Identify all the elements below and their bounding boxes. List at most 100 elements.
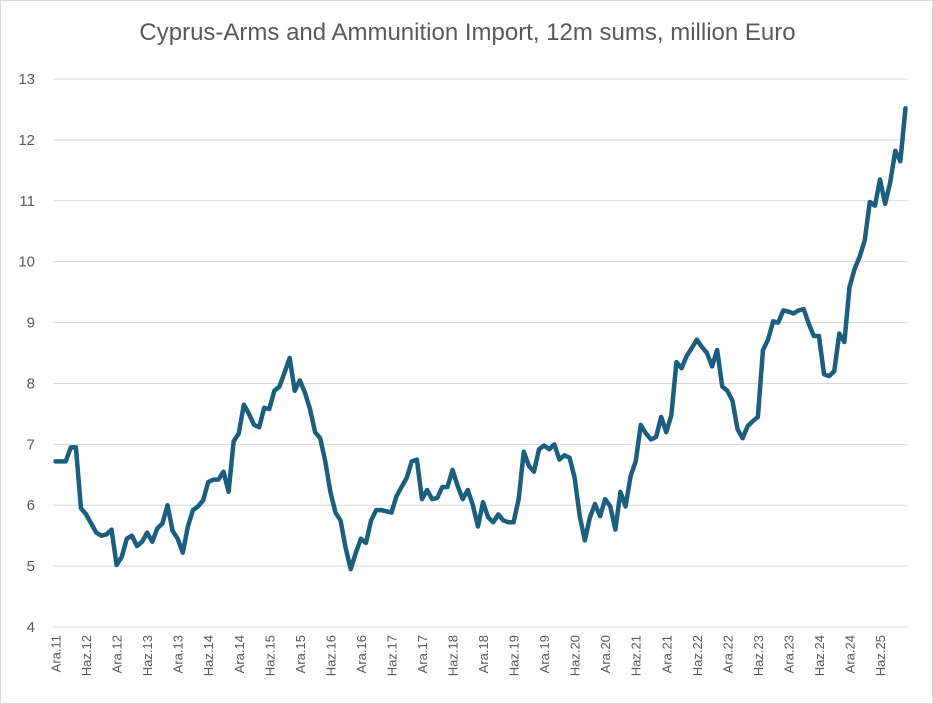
y-tick-label: 13 (18, 71, 35, 88)
data-point (756, 415, 760, 419)
data-point (104, 532, 108, 536)
x-tick-label: Haz.23 (751, 635, 766, 676)
data-point (120, 555, 124, 559)
data-point (562, 453, 566, 457)
data-point (226, 490, 230, 494)
x-tick-label: Haz.24 (812, 635, 827, 676)
data-point (527, 463, 531, 467)
data-point (53, 459, 57, 463)
data-point (247, 412, 251, 416)
data-point (649, 437, 653, 441)
data-point (318, 436, 322, 440)
y-tick-label: 7 (27, 436, 35, 453)
x-tick-label: Haz.21 (629, 635, 644, 676)
data-point (84, 512, 88, 516)
data-point (216, 477, 220, 481)
data-point (761, 348, 765, 352)
data-point (832, 369, 836, 373)
data-point (384, 509, 388, 513)
x-tick-label: Ara.18 (476, 635, 491, 673)
y-tick-label: 10 (18, 254, 35, 271)
data-point (878, 177, 882, 181)
data-point (272, 389, 276, 393)
data-point (99, 533, 103, 537)
data-point (710, 364, 714, 368)
data-point (740, 436, 744, 440)
data-point (466, 488, 470, 492)
data-point (394, 494, 398, 498)
data-point (125, 537, 129, 541)
x-tick-label: Haz.20 (568, 635, 583, 676)
x-tick-label: Haz.14 (201, 635, 216, 676)
x-tick-label: Ara.15 (293, 635, 308, 673)
data-point (883, 202, 887, 206)
data-point (603, 497, 607, 501)
data-point (578, 514, 582, 518)
data-point (491, 520, 495, 524)
y-tick-label: 8 (27, 375, 35, 392)
data-point (700, 345, 704, 349)
data-point (425, 488, 429, 492)
data-point (705, 351, 709, 355)
data-point (501, 518, 505, 522)
data-point (857, 255, 861, 259)
data-point (369, 518, 373, 522)
data-point (242, 403, 246, 407)
data-point (481, 500, 485, 504)
data-point (516, 497, 520, 501)
data-point (735, 427, 739, 431)
data-point (109, 527, 113, 531)
data-point (64, 459, 68, 463)
data-point (389, 510, 393, 514)
data-point (420, 497, 424, 501)
x-tick-label: Ara.16 (354, 635, 369, 673)
data-point (303, 390, 307, 394)
x-tick-label: Haz.16 (323, 635, 338, 676)
data-point (842, 340, 846, 344)
data-point (745, 424, 749, 428)
data-point (486, 515, 490, 519)
data-point (435, 496, 439, 500)
data-point (323, 459, 327, 463)
x-tick-label: Haz.22 (690, 635, 705, 676)
data-point (343, 546, 347, 550)
data-point (659, 415, 663, 419)
data-point (817, 334, 821, 338)
data-point (588, 515, 592, 519)
data-point (201, 498, 205, 502)
data-point (690, 346, 694, 350)
data-point (308, 407, 312, 411)
data-point (730, 398, 734, 402)
data-point (338, 518, 342, 522)
data-point (628, 474, 632, 478)
data-point (455, 484, 459, 488)
data-point (837, 331, 841, 335)
data-point (557, 457, 561, 461)
data-point (496, 512, 500, 516)
data-point (359, 537, 363, 541)
data-point (379, 508, 383, 512)
data-point (267, 407, 271, 411)
data-point (522, 449, 526, 453)
data-point (196, 504, 200, 508)
data-point (114, 563, 118, 567)
x-tick-label: Haz.15 (262, 635, 277, 676)
x-tick-label: Haz.12 (79, 635, 94, 676)
data-point (852, 267, 856, 271)
data-point (399, 485, 403, 489)
data-point (593, 502, 597, 506)
data-point (282, 370, 286, 374)
data-point (58, 459, 62, 463)
data-point (893, 149, 897, 153)
data-point (170, 529, 174, 533)
data-point (405, 476, 409, 480)
x-tick-label: Ara.11 (49, 635, 64, 672)
data-point (537, 447, 541, 451)
x-tick-label: Ara.20 (598, 635, 613, 673)
data-point (410, 459, 414, 463)
data-point (231, 439, 235, 443)
data-point (430, 497, 434, 501)
x-tick-label: Ara.24 (842, 635, 857, 673)
data-point (623, 504, 627, 508)
